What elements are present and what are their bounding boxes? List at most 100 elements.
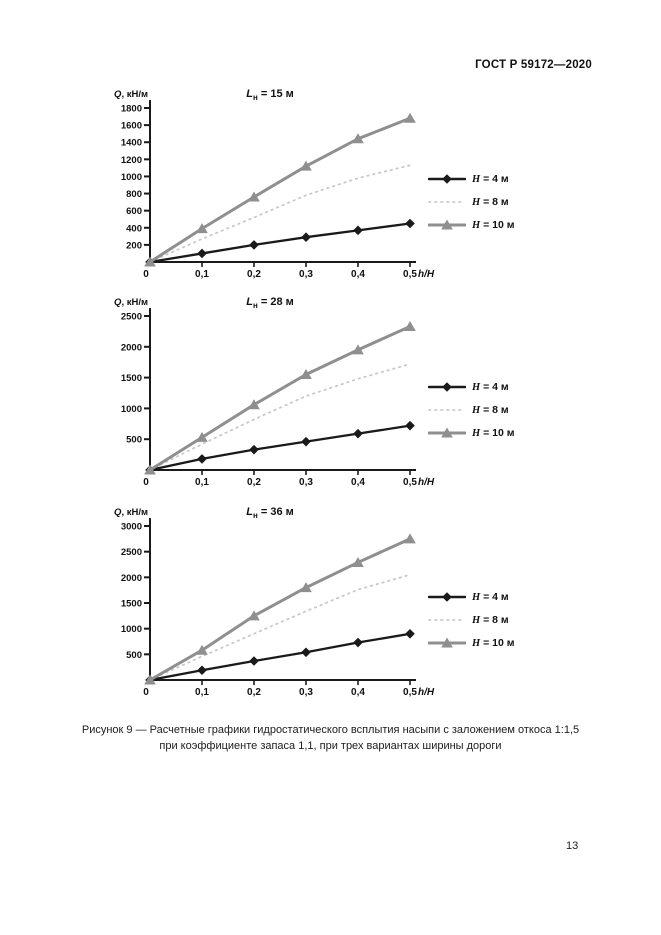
- chart-canvas: Q, кН/м Lн = 28 м 500 1000 1500 2000 2500 0 0,1 0…: [114, 296, 435, 488]
- figure-charts: Q, кН/м Lн = 15 м 200 400 600 800 1000 1200 1400…: [98, 84, 578, 704]
- x-tick-label: 0,4: [351, 477, 365, 488]
- legend-swatch-h4: [428, 592, 466, 602]
- legend-item-h8: H = 8 м: [428, 403, 515, 417]
- chart-block-l15: Q, кН/м Lн = 15 м 200 400 600 800 1000 1200 1400…: [98, 84, 578, 286]
- legend-swatch-h10: [428, 427, 466, 438]
- x-tick-label: 0,5: [403, 269, 417, 280]
- series-line-h8: [149, 363, 411, 471]
- legend-item-h10: H = 10 м: [428, 218, 515, 232]
- x-tick-label: 0,2: [247, 269, 261, 280]
- x-origin-label: 0: [143, 477, 149, 488]
- y-tick-label: 2500: [121, 312, 142, 323]
- series-marker-h4: [249, 240, 259, 250]
- series-marker-h4: [301, 232, 311, 242]
- x-tick-label: 0,1: [195, 269, 209, 280]
- legend-swatch-h8: [428, 619, 466, 621]
- series-marker-h4: [353, 225, 363, 236]
- series-marker-h4: [353, 428, 363, 439]
- chart-title: Lн = 28 м: [246, 296, 294, 310]
- legend-swatch-h4: [428, 174, 466, 184]
- legend-label-h10: H = 10 м: [472, 219, 515, 231]
- series-marker-h4: [405, 420, 415, 431]
- series-marker-h10: [404, 112, 416, 123]
- legend-item-h8: H = 8 м: [428, 195, 515, 209]
- legend-item-h4: H = 4 м: [428, 380, 515, 394]
- y-tick-label: 2000: [121, 342, 142, 353]
- x-origin-label: 0: [143, 687, 149, 698]
- legend-item-h4: H = 4 м: [428, 172, 515, 186]
- series-marker-h10: [196, 223, 208, 234]
- series-line-h4: [148, 424, 412, 472]
- legend-item-h10: H = 10 м: [428, 426, 515, 440]
- legend-marker-h4: [442, 592, 452, 602]
- chart-plot: Q, кН/м Lн = 36 м 500 1000 1500 2000 2500 3000 0…: [98, 502, 443, 709]
- y-tick-label: 1800: [121, 104, 142, 115]
- series-line-h10: [148, 324, 412, 472]
- series-marker-h10: [352, 133, 364, 144]
- legend-marker-h4: [442, 174, 452, 184]
- x-tick-label: 0,2: [247, 477, 261, 488]
- x-tick-label: 0,5: [403, 687, 417, 698]
- y-axis-label: Q, кН/м: [114, 507, 148, 518]
- series-line-h10: [148, 537, 412, 682]
- x-tick-label: 0,1: [195, 477, 209, 488]
- legend-swatch-h10: [428, 637, 466, 648]
- series-marker-h10: [248, 191, 260, 202]
- y-tick-label: 400: [126, 223, 142, 234]
- series-line-h8: [149, 573, 411, 681]
- legend-label-h8: H = 8 м: [472, 196, 509, 208]
- x-tick-label: 0,5: [403, 477, 417, 488]
- chart-plot: Q, кН/м Lн = 15 м 200 400 600 800 1000 1200 1400…: [98, 84, 443, 291]
- series-line-h10: [148, 116, 412, 264]
- x-axis-label: h/H: [418, 269, 435, 280]
- y-tick-label: 3000: [121, 522, 142, 533]
- y-tick-label: 1500: [121, 599, 142, 610]
- legend-swatch-h8: [428, 409, 466, 411]
- y-tick-label: 1500: [121, 373, 142, 384]
- legend-label-h4: H = 4 м: [472, 381, 509, 393]
- series-marker-h4: [249, 656, 259, 666]
- series-marker-h4: [353, 637, 363, 648]
- x-tick-label: 0,3: [299, 269, 313, 280]
- series-marker-h4: [249, 444, 259, 455]
- y-tick-label: 200: [126, 240, 142, 251]
- y-tick-label: 1000: [121, 404, 142, 415]
- series-marker-h10: [352, 556, 364, 567]
- x-tick-label: 0,3: [299, 477, 313, 488]
- chart-canvas: Q, кН/м Lн = 15 м 200 400 600 800 1000 1200 1400…: [114, 88, 435, 280]
- series-line-h8: [149, 164, 411, 263]
- y-tick-label: 600: [126, 206, 142, 217]
- y-tick-label: 500: [126, 650, 142, 661]
- x-axis-label: h/H: [418, 477, 435, 488]
- x-tick-label: 0,4: [351, 687, 365, 698]
- figure-caption-line2: при коэффициенте запаса 1,1, при трех ва…: [159, 740, 502, 752]
- y-tick-label: 2000: [121, 573, 142, 584]
- legend-marker-h10: [441, 637, 453, 648]
- series-line-h4: [148, 632, 412, 682]
- legend-item-h4: H = 4 м: [428, 590, 515, 604]
- y-tick-label: 1400: [121, 138, 142, 149]
- page-header: ГОСТ Р 59172—2020: [475, 59, 592, 71]
- chart-block-l36: Q, кН/м Lн = 36 м 500 1000 1500 2000 2500 3000 0…: [98, 502, 578, 704]
- legend-marker-h10: [441, 427, 453, 438]
- legend-swatch-h8: [428, 201, 466, 203]
- legend-item-h8: H = 8 м: [428, 613, 515, 627]
- series-marker-h10: [144, 674, 156, 685]
- series-marker-h4: [301, 647, 311, 658]
- y-tick-label: 1600: [121, 121, 142, 132]
- chart-canvas: Q, кН/м Lн = 36 м 500 1000 1500 2000 2500 3000 0…: [114, 506, 435, 698]
- x-tick-label: 0,1: [195, 687, 209, 698]
- y-axis-label: Q, кН/м: [114, 297, 148, 308]
- series-marker-h4: [197, 454, 207, 464]
- legend-marker-h4: [442, 382, 452, 392]
- series-marker-h10: [300, 582, 312, 593]
- series-marker-h10: [144, 464, 156, 475]
- series-marker-h4: [405, 629, 415, 639]
- series-marker-h4: [197, 665, 207, 676]
- x-origin-label: 0: [143, 269, 149, 280]
- y-tick-label: 1200: [121, 155, 142, 166]
- y-tick-label: 500: [126, 435, 142, 446]
- series-marker-h10: [404, 320, 416, 331]
- chart-plot: Q, кН/м Lн = 28 м 500 1000 1500 2000 2500 0 0,1 0…: [98, 292, 443, 499]
